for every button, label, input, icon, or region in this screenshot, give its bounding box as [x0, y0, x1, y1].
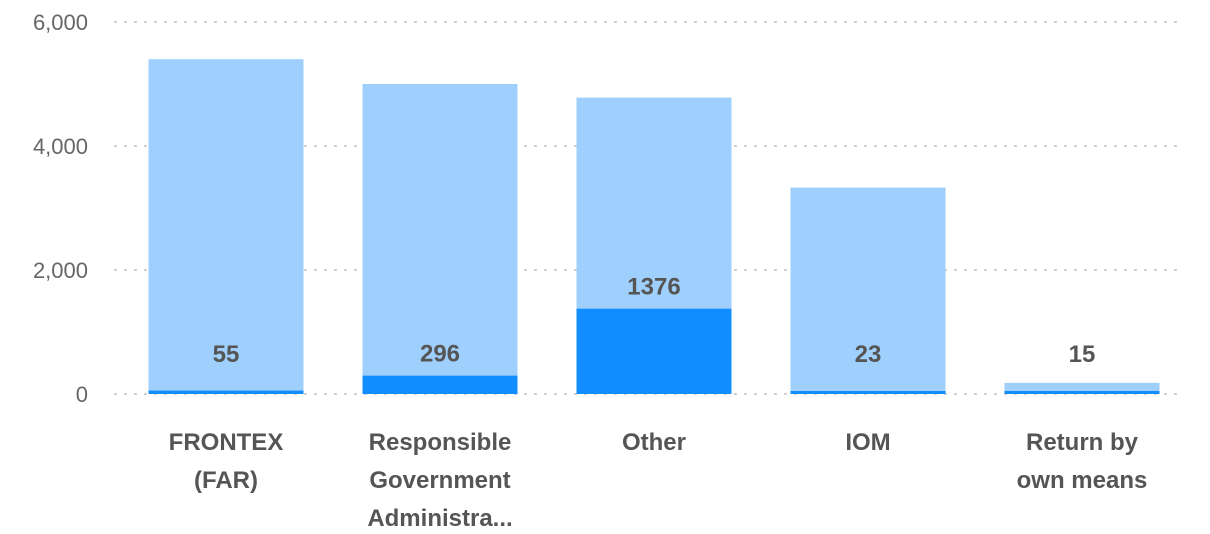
category-label: (FAR): [194, 467, 258, 494]
bar-subset: [790, 391, 946, 394]
x-axis-categories: FRONTEX (FAR) Responsible Government Adminis…: [169, 429, 1148, 532]
category-label: Responsible: [369, 429, 512, 456]
y-tick-label: 6,000: [33, 10, 88, 35]
category-label: Other: [622, 429, 686, 456]
data-label: 15: [1069, 341, 1096, 368]
bar-total: [1004, 382, 1160, 394]
category-label: FRONTEX: [169, 429, 284, 456]
bar-total: [148, 59, 304, 394]
data-label: 55: [213, 341, 240, 368]
data-label: 296: [420, 341, 460, 368]
y-tick-label: 0: [76, 382, 88, 407]
y-tick-label: 4,000: [33, 134, 88, 159]
bar-subset: [362, 375, 518, 394]
y-tick-label: 2,000: [33, 258, 88, 283]
category-label: Government: [369, 467, 510, 494]
bars: [148, 59, 1160, 394]
category-label: IOM: [845, 429, 890, 456]
category-label: Administra...: [367, 505, 512, 532]
bar-subset: [1004, 391, 1160, 394]
y-axis-ticks: 0 2,000 4,000 6,000: [33, 10, 88, 407]
data-label: 1376: [627, 274, 680, 301]
bar-subset: [576, 308, 732, 394]
bar-total: [362, 84, 518, 394]
category-label: own means: [1017, 467, 1148, 494]
category-label: Return by: [1026, 429, 1139, 456]
bar-total: [790, 187, 946, 394]
data-labels: 55 296 1376 23 15: [213, 274, 1096, 368]
bar-subset: [148, 390, 304, 394]
data-label: 23: [855, 341, 882, 368]
